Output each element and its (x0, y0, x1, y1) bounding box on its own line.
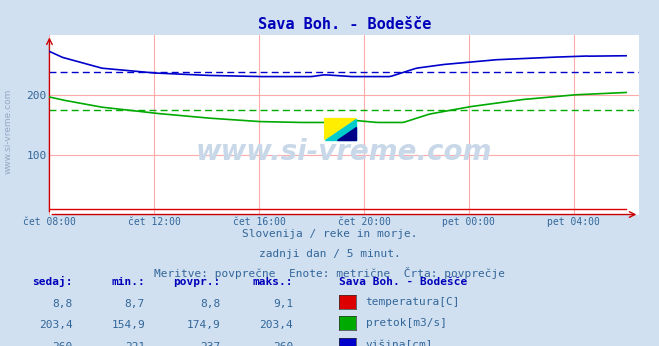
Text: 8,8: 8,8 (52, 299, 72, 309)
Title: Sava Boh. - Bodešče: Sava Boh. - Bodešče (258, 17, 431, 32)
Text: 154,9: 154,9 (111, 320, 145, 330)
Text: 174,9: 174,9 (187, 320, 221, 330)
Text: Slovenija / reke in morje.: Slovenija / reke in morje. (242, 229, 417, 239)
Text: www.si-vreme.com: www.si-vreme.com (3, 89, 13, 174)
Text: višina[cm]: višina[cm] (366, 339, 433, 346)
Text: zadnji dan / 5 minut.: zadnji dan / 5 minut. (258, 249, 401, 259)
Text: 260: 260 (52, 342, 72, 346)
Text: 221: 221 (125, 342, 145, 346)
Text: 203,4: 203,4 (39, 320, 72, 330)
Text: 203,4: 203,4 (260, 320, 293, 330)
Polygon shape (325, 119, 356, 139)
Polygon shape (325, 119, 356, 139)
Text: 237: 237 (200, 342, 221, 346)
Text: maks.:: maks.: (253, 277, 293, 288)
Text: 260: 260 (273, 342, 293, 346)
Text: pretok[m3/s]: pretok[m3/s] (366, 318, 447, 328)
Text: 8,7: 8,7 (125, 299, 145, 309)
Text: Meritve: povprečne  Enote: metrične  Črta: povprečje: Meritve: povprečne Enote: metrične Črta:… (154, 267, 505, 279)
Text: temperatura[C]: temperatura[C] (366, 297, 460, 307)
Text: povpr.:: povpr.: (173, 277, 221, 288)
Text: www.si-vreme.com: www.si-vreme.com (196, 138, 492, 165)
Polygon shape (337, 127, 356, 139)
Text: sedaj:: sedaj: (32, 276, 72, 288)
Text: 8,8: 8,8 (200, 299, 221, 309)
Text: 9,1: 9,1 (273, 299, 293, 309)
Text: min.:: min.: (111, 277, 145, 288)
Text: Sava Boh. - Bodešče: Sava Boh. - Bodešče (339, 277, 468, 288)
